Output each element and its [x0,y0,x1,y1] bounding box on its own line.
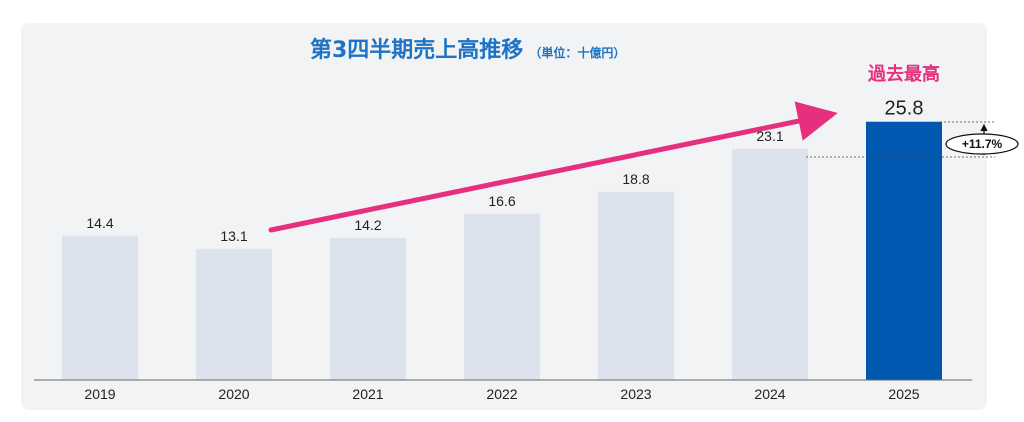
data-label-2020: 13.1 [220,228,247,244]
x-tick-2023: 2023 [620,386,651,402]
bar-2022 [464,213,540,380]
data-label-2019: 14.4 [86,215,113,231]
x-tick-2022: 2022 [486,386,517,402]
data-label-2024: 23.1 [756,128,783,144]
bar-2023 [598,191,674,380]
bar-2025 [866,121,942,380]
trend-arrow [268,101,838,233]
chart-title: 第3四半期売上高推移 （単位：十億円） [310,32,625,64]
bar-2021 [330,237,406,380]
data-label-2025: 25.8 [885,98,924,120]
chart-title-text: 第3四半期売上高推移 [310,38,524,63]
x-tick-2024: 2024 [754,386,785,402]
record-high-label: 過去最高 [868,63,940,85]
data-label-2021: 14.2 [354,217,381,233]
data-label-2023: 18.8 [622,171,649,187]
x-tick-2020: 2020 [218,386,249,402]
growth-annotation: +11.7% [806,121,1019,158]
x-tick-2025: 2025 [888,386,919,402]
x-tick-2019: 2019 [84,386,115,402]
x-tick-2021: 2021 [352,386,383,402]
growth-badge [945,133,1019,155]
bar-2019 [62,235,138,380]
growth-label: +11.7% [962,137,1003,151]
data-label-2022: 16.6 [488,193,515,209]
bar-2020 [196,248,272,380]
chart-unit-label: （単位：十億円） [529,46,626,60]
bar-2024 [732,148,808,380]
